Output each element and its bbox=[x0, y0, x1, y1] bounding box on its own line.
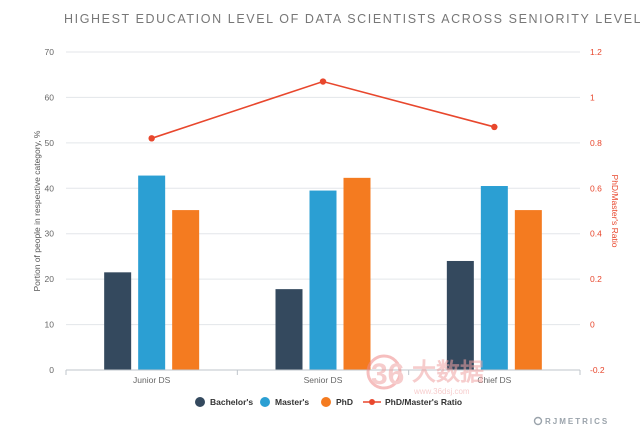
bar-master-s-0 bbox=[138, 175, 166, 370]
y-right-tick-label: 0.2 bbox=[590, 274, 602, 284]
ratio-series-line bbox=[151, 80, 495, 140]
x-tick-label: Senior DS bbox=[304, 375, 343, 385]
y-right-tick-label: 0.6 bbox=[590, 183, 602, 193]
rjmetrics-logo: RJMETRICS bbox=[533, 416, 609, 426]
x-axis: Junior DS Senior DS Chief DS bbox=[65, 369, 581, 385]
y-right-tick-label: 0.4 bbox=[590, 229, 602, 239]
y-right-tick-label: 1.2 bbox=[590, 47, 602, 57]
watermark-number: 36 bbox=[371, 358, 404, 391]
bar-bachelor-s-2 bbox=[446, 260, 474, 370]
chart-title: HIGHEST EDUCATION LEVEL OF DATA SCIENTIS… bbox=[64, 12, 640, 26]
y-right-tick-label: 0 bbox=[590, 320, 595, 330]
x-tick-label: Junior DS bbox=[133, 375, 171, 385]
y-tick-label: 30 bbox=[45, 229, 55, 239]
bar-master-s-1 bbox=[309, 190, 337, 370]
bar-phd-0 bbox=[172, 210, 200, 370]
bar-bachelor-s-1 bbox=[275, 289, 303, 370]
right-axis: -0.2 0 0.2 0.4 0.6 0.8 1 1.2 bbox=[590, 47, 605, 375]
ratio-point-2 bbox=[491, 123, 498, 131]
ratio-point-1 bbox=[319, 78, 327, 85]
legend-label: PhD/Master's Ratio bbox=[385, 397, 462, 407]
ratio-line bbox=[148, 78, 498, 142]
y-axis-right-label: PhD/Master's Ratio bbox=[610, 175, 620, 248]
bar-phd-2 bbox=[514, 210, 542, 370]
rjmetrics-logo-text: RJMETRICS bbox=[545, 417, 609, 426]
legend-label: PhD bbox=[336, 397, 353, 407]
watermark-logo: 36 大数据 www.36dsj.com bbox=[366, 354, 484, 396]
legend-swatch-ratio-dot bbox=[369, 399, 375, 405]
y-tick-label: 0 bbox=[49, 365, 54, 375]
y-right-tick-label: 1 bbox=[590, 92, 595, 102]
x-tick-label: Chief DS bbox=[477, 375, 511, 385]
bar-phd-1 bbox=[343, 177, 371, 370]
watermark-url: www.36dsj.com bbox=[413, 387, 470, 396]
y-tick-label: 60 bbox=[45, 92, 55, 102]
y-right-tick-label: 0.8 bbox=[590, 138, 602, 148]
ratio-point-0 bbox=[148, 135, 155, 142]
bar-master-s-2 bbox=[480, 186, 508, 370]
legend-swatch bbox=[195, 397, 205, 407]
watermark-cn: 大数据 bbox=[412, 359, 484, 386]
y-tick-label: 20 bbox=[45, 274, 55, 284]
bar-bachelor-s-0 bbox=[104, 272, 132, 370]
legend-swatch bbox=[260, 397, 270, 407]
y-tick-label: 50 bbox=[45, 138, 55, 148]
legend-label: Bachelor's bbox=[210, 397, 253, 407]
bars bbox=[104, 175, 542, 370]
y-right-tick-label: -0.2 bbox=[590, 365, 605, 375]
legend-label: Master's bbox=[275, 397, 309, 407]
y-axis-label: Portion of people in respective category… bbox=[32, 130, 42, 291]
y-tick-label: 70 bbox=[45, 47, 55, 57]
left-axis: 0 10 20 30 40 50 60 70 bbox=[45, 47, 55, 375]
y-tick-label: 40 bbox=[45, 183, 55, 193]
y-tick-label: 10 bbox=[45, 320, 55, 330]
legend: Bachelor's Master's PhD PhD/Master's Ratio bbox=[195, 397, 462, 407]
legend-swatch bbox=[321, 397, 331, 407]
